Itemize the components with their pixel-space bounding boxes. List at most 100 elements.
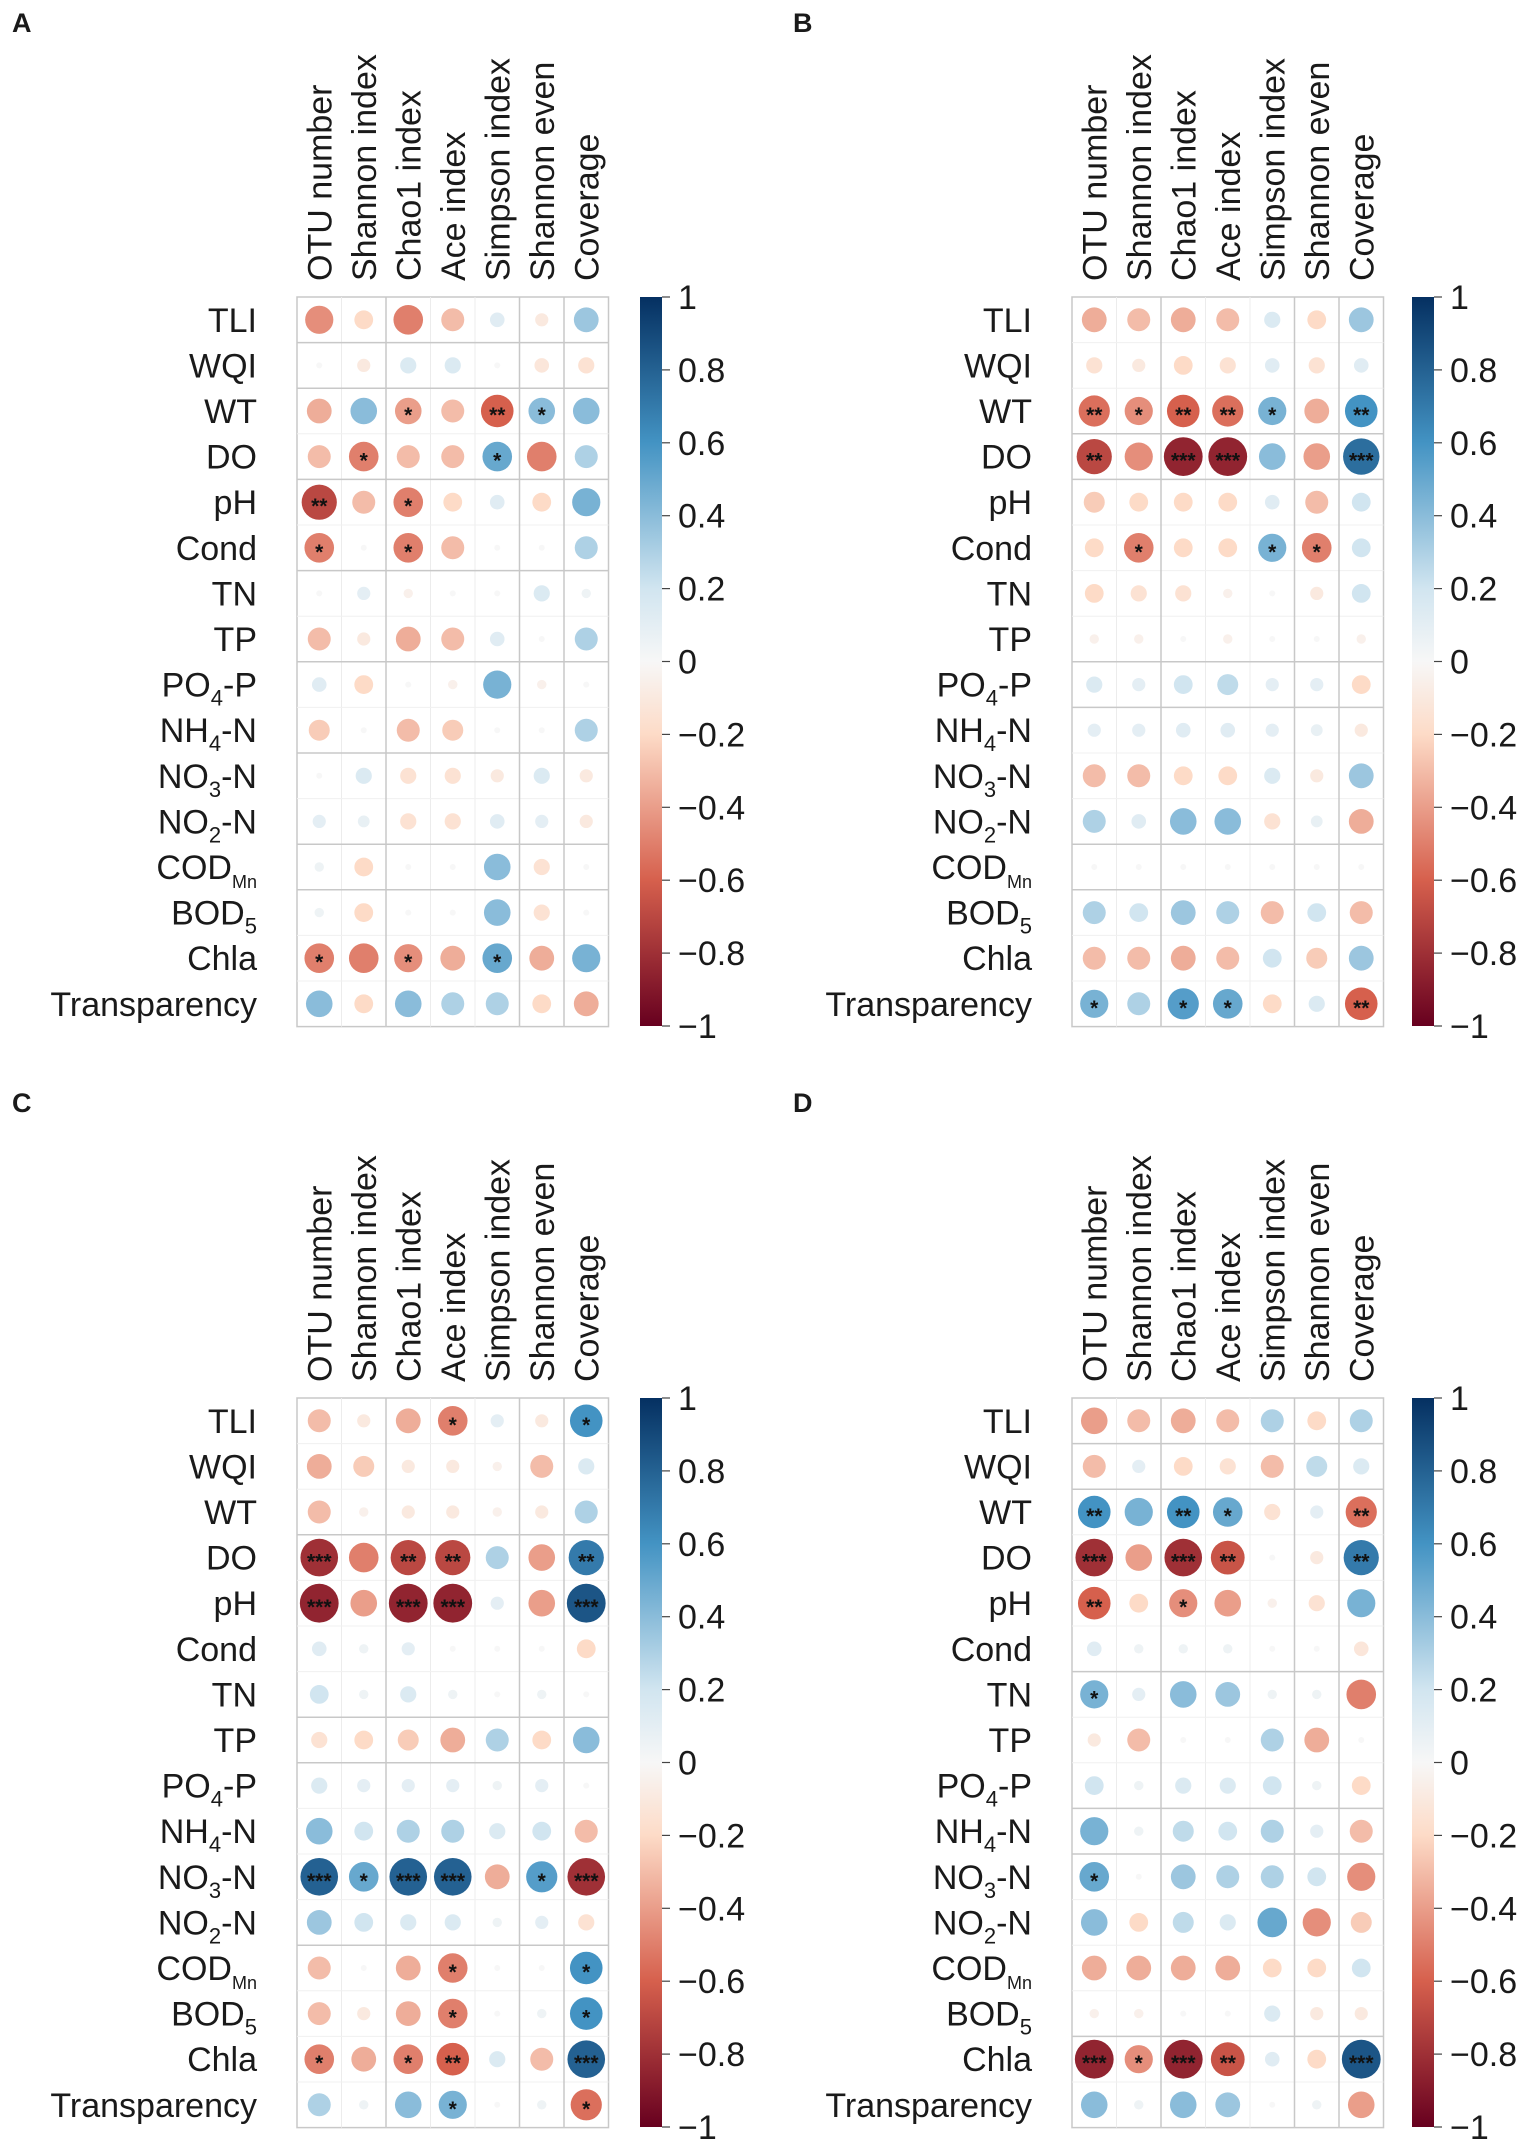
corr-circle [1220, 722, 1236, 738]
corr-circle [485, 992, 509, 1016]
corr-circle [1312, 2100, 1322, 2110]
corr-circle [1127, 992, 1151, 1016]
corr-circle [485, 1728, 509, 1752]
corr-circle [574, 1819, 598, 1843]
corr-circle [299, 1583, 339, 1623]
corr-circle [1170, 945, 1196, 971]
corr-circle [442, 719, 464, 741]
corr-circle [569, 1951, 603, 1985]
corr-circle [526, 1861, 558, 1893]
corr-circle [1349, 1409, 1373, 1433]
corr-circle [1269, 2101, 1276, 2108]
row-label: Cond [951, 530, 1032, 568]
column-label: Chao1 index [1165, 90, 1203, 281]
corr-circle [1214, 1589, 1242, 1617]
corr-circle [1078, 395, 1110, 427]
corr-circle [1212, 989, 1243, 1019]
significance-stars: * [582, 2098, 591, 2121]
corr-circle [532, 1730, 552, 1750]
corr-circle [437, 1406, 468, 1436]
corr-circle [388, 1583, 428, 1623]
corr-circle [1224, 2010, 1231, 2017]
corr-circle [1127, 764, 1151, 788]
corr-circle [535, 1505, 549, 1519]
corr-circle [1080, 1680, 1109, 1709]
significance-stars: * [449, 1414, 458, 1437]
corr-circle [1173, 538, 1193, 558]
corr-circle [574, 718, 598, 742]
corr-circle [1354, 2007, 1368, 2021]
corr-circle [311, 1777, 328, 1794]
corr-circle [304, 533, 335, 563]
corr-circle [530, 1454, 554, 1478]
corr-circle [1265, 723, 1279, 737]
corr-circle [1264, 494, 1280, 510]
corr-circle [1353, 358, 1369, 373]
corr-circle [1218, 1821, 1238, 1841]
corr-circle [494, 2010, 501, 2017]
corr-circle [1172, 1820, 1194, 1842]
corr-circle [306, 1910, 332, 1935]
corr-circle [1075, 1538, 1114, 1577]
colorbar-tick-label: −0.4 [1450, 1890, 1517, 1928]
row-label: WT [204, 1494, 257, 1532]
corr-circle [482, 441, 513, 472]
corr-circle [444, 357, 461, 374]
significance-stars: *** [396, 1596, 421, 1619]
corr-circle [394, 397, 422, 425]
corr-circle [1167, 988, 1199, 1020]
corr-circle [348, 1862, 379, 1892]
corr-circle [537, 2100, 547, 2110]
corr-circle [1307, 903, 1327, 922]
row-label: TN [212, 1676, 257, 1714]
significance-stars: *** [1349, 2052, 1374, 2075]
panel-label: A [12, 8, 32, 38]
significance-stars: * [1313, 541, 1322, 564]
colorbar-tick-label: −0.8 [678, 935, 745, 973]
corr-circle [1217, 674, 1239, 696]
significance-stars: ** [1175, 1505, 1192, 1528]
corr-circle [1262, 1776, 1282, 1795]
row-label: PO4-P [937, 667, 1032, 711]
significance-stars: * [1268, 541, 1277, 564]
corr-circle [1082, 809, 1106, 833]
corr-circle [490, 1414, 504, 1428]
colorbar-tick-label: 0.2 [678, 1672, 725, 1710]
corr-circle [1260, 1409, 1284, 1433]
corr-circle [1264, 358, 1280, 373]
corr-circle [489, 2051, 506, 2068]
row-label: CODMn [931, 1950, 1032, 1993]
corr-circle [480, 394, 514, 428]
corr-circle [1169, 808, 1197, 835]
corr-circle [573, 307, 599, 333]
corr-circle [437, 1953, 468, 1983]
corr-circle [1086, 357, 1103, 374]
corr-circle [1129, 903, 1149, 922]
corr-circle [354, 903, 374, 922]
significance-stars: ** [1353, 1551, 1370, 1574]
corr-circle [1308, 995, 1325, 1012]
corr-circle [1084, 584, 1104, 603]
corr-circle [1308, 357, 1325, 374]
corr-circle [359, 2100, 369, 2110]
corr-circle [1224, 864, 1231, 870]
colorbar-tick-label: −0.2 [1450, 1817, 1517, 1855]
row-label: TP [989, 621, 1032, 659]
significance-stars: * [538, 404, 547, 427]
significance-stars: * [315, 951, 324, 974]
corr-circle [1310, 815, 1323, 828]
colorbar-tick-label: −0.6 [678, 862, 745, 900]
corr-circle [1265, 678, 1279, 692]
row-label: pH [214, 484, 257, 522]
column-label: Chao1 index [390, 1191, 428, 1382]
corr-circle [1343, 438, 1380, 475]
row-label: Cond [176, 530, 257, 568]
row-label: NH4-N [160, 712, 257, 756]
corr-circle [357, 815, 370, 828]
corr-circle [578, 1458, 595, 1475]
corr-circle [489, 631, 505, 647]
corr-circle [526, 441, 557, 472]
column-label: OTU number [1076, 85, 1114, 282]
corr-circle [1132, 723, 1146, 737]
corr-circle [1310, 2007, 1324, 2021]
